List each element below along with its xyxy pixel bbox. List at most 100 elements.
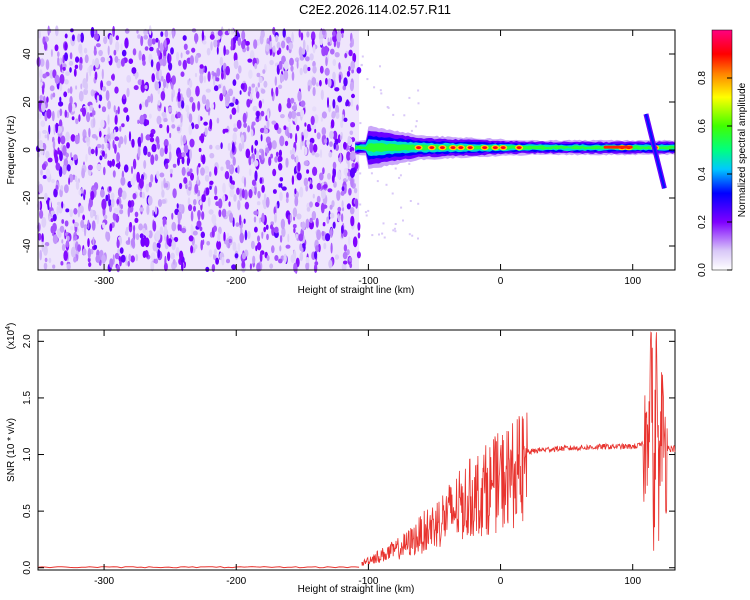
noise-blob [239, 90, 242, 95]
noise-blob [84, 136, 90, 143]
noise-blob [329, 227, 333, 238]
noise-blob [127, 200, 132, 208]
noise-blob [148, 181, 152, 188]
noise-dot [371, 234, 374, 237]
noise-blob [209, 34, 215, 40]
noise-blob [66, 142, 70, 149]
noise-blob [243, 177, 247, 188]
noise-blob [295, 155, 299, 165]
noise-blob [48, 124, 51, 135]
signal-peak [439, 146, 445, 150]
noise-blob [332, 130, 338, 140]
noise-blob [217, 30, 223, 37]
noise-blob [170, 173, 173, 178]
snr-xlabel: Height of straight line (km) [298, 584, 415, 595]
noise-blob [106, 80, 112, 87]
noise-blob [150, 59, 154, 68]
noise-blob [118, 141, 121, 149]
noise-blob [84, 54, 89, 64]
noise-blob [253, 160, 259, 167]
noise-blob [254, 170, 258, 182]
noise-blob [272, 45, 276, 53]
noise-blob [147, 37, 153, 47]
snr-frame [37, 329, 676, 571]
noise-blob [350, 98, 354, 107]
noise-blob [307, 126, 312, 132]
noise-blob [100, 119, 105, 128]
noise-blob [194, 33, 199, 43]
noise-blob [171, 240, 176, 251]
noise-blob [291, 110, 297, 119]
noise-blob [340, 190, 345, 196]
noise-blob [322, 167, 325, 175]
noise-blob [356, 67, 362, 74]
noise-blob [194, 183, 199, 194]
noise-blob [290, 154, 295, 160]
noise-blob [119, 125, 122, 132]
noise-blob [316, 132, 321, 140]
noise-blob [306, 169, 310, 174]
noise-blob [337, 213, 341, 222]
noise-blob [146, 204, 150, 215]
noise-blob [180, 135, 183, 146]
noise-blob [159, 42, 164, 54]
noise-blob [38, 139, 44, 149]
noise-blob [235, 98, 239, 105]
colorbar-tick-label: 0.4 [697, 167, 708, 181]
noise-blob [164, 145, 168, 155]
noise-blob [350, 215, 355, 227]
noise-blob [206, 241, 211, 246]
noise-blob [340, 120, 344, 128]
noise-blob [214, 185, 218, 196]
noise-blob [281, 186, 287, 191]
noise-blob [341, 225, 344, 234]
noise-blob [345, 169, 348, 180]
noise-blob [81, 107, 87, 117]
noise-blob [46, 96, 49, 103]
noise-blob [142, 227, 146, 234]
noise-blob [305, 262, 309, 270]
page-title: C2E2.2026.114.02.57.R11 [299, 2, 451, 17]
noise-blob [39, 94, 43, 101]
noise-blob [47, 28, 52, 34]
noise-blob [144, 99, 149, 108]
noise-blob [270, 224, 274, 230]
noise-blob [49, 85, 55, 92]
noise-blob [139, 207, 145, 212]
noise-blob [140, 132, 144, 143]
noise-blob [60, 185, 64, 191]
noise-blob [265, 43, 270, 52]
noise-blob [259, 177, 263, 184]
noise-blob [89, 66, 92, 77]
noise-blob [243, 122, 248, 128]
noise-blob [178, 60, 182, 67]
noise-blob [114, 144, 117, 154]
noise-blob [283, 60, 289, 71]
noise-dot [391, 192, 394, 195]
noise-blob [120, 254, 126, 263]
noise-blob [141, 79, 145, 87]
spectrogram-xlabel: Height of straight line (km) [298, 285, 415, 296]
noise-blob [196, 220, 202, 228]
noise-blob [199, 64, 204, 69]
noise-blob [168, 143, 172, 152]
noise-blob [200, 167, 205, 176]
noise-blob [328, 259, 333, 269]
noise-blob [329, 130, 334, 139]
noise-blob [95, 146, 98, 157]
noise-blob [329, 204, 333, 210]
noise-blob [292, 224, 297, 229]
noise-blob [234, 34, 237, 42]
noise-blob [341, 32, 344, 39]
noise-blob [44, 242, 50, 247]
noise-blob [164, 163, 169, 170]
chirp-feature [644, 113, 666, 189]
noise-blob [42, 175, 47, 179]
noise-blob [194, 54, 199, 64]
noise-blob [82, 248, 87, 256]
noise-blob [338, 74, 342, 84]
noise-blob [61, 239, 64, 244]
noise-blob [351, 93, 355, 99]
noise-blob [256, 111, 260, 120]
noise-blob [124, 134, 127, 145]
